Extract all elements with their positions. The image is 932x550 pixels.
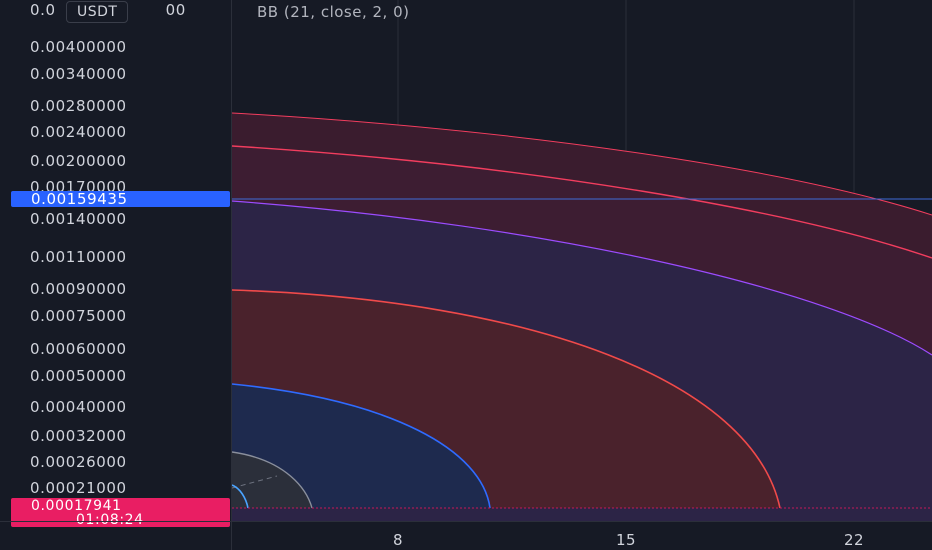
bb-basis-line — [232, 145, 932, 259]
bb-small-line — [232, 451, 313, 509]
bb-upper-line — [232, 112, 932, 216]
price-tick: 0.00090000 — [30, 280, 127, 298]
price-tick: 0.00240000 — [30, 123, 127, 141]
crosshair-price-label: 0.00159435 — [11, 191, 230, 207]
time-label: 22 — [843, 531, 865, 549]
price-tick: 0.00200000 — [30, 152, 127, 170]
bb-dashed-line — [232, 475, 278, 489]
bb-inner-arc-fill — [232, 384, 490, 508]
price-tick: 0.00060000 — [30, 340, 127, 358]
bb-inner-line — [232, 383, 491, 509]
price-tick: 0.00280000 — [30, 97, 127, 115]
price-axis-border — [231, 0, 232, 550]
bar-countdown: 01:08:24 — [76, 512, 144, 528]
price-tick-top: 0.0 00 — [30, 1, 186, 19]
price-tick: 0.00032000 — [30, 427, 127, 445]
last-price-value: 0.00017941 — [31, 498, 122, 514]
indicator-legend-bb[interactable]: BB (21, close, 2, 0) — [257, 3, 410, 21]
time-label: 8 — [392, 531, 404, 549]
price-tick: 0.00140000 — [30, 210, 127, 228]
price-tick: 0.00026000 — [30, 453, 127, 471]
last-price-label: 0.00017941 01:08:24 — [11, 498, 230, 527]
chart-canvas[interactable] — [232, 0, 932, 521]
time-axis[interactable]: 8 15 22 — [232, 522, 932, 550]
bb-lower-line — [232, 289, 781, 509]
time-label: 15 — [615, 531, 637, 549]
price-tick: 0.00021000 — [30, 479, 127, 497]
bb-tiny-arc — [232, 484, 249, 509]
bb-mid-line — [232, 200, 932, 356]
time-axis-border — [0, 521, 932, 522]
price-tick: 0.00050000 — [30, 367, 127, 385]
currency-selector[interactable]: USDT — [66, 1, 129, 23]
price-tick: 0.00075000 — [30, 307, 127, 325]
price-tick: 0.00040000 — [30, 398, 127, 416]
price-tick: 0.00340000 — [30, 65, 127, 83]
price-tick: 0.00110000 — [30, 248, 127, 266]
price-tick: 0.00400000 — [30, 38, 127, 56]
price-axis[interactable]: 0.0 00 0.00400000 0.00340000 0.00280000 0… — [0, 0, 231, 527]
bb-small-arc-fill — [232, 452, 312, 508]
